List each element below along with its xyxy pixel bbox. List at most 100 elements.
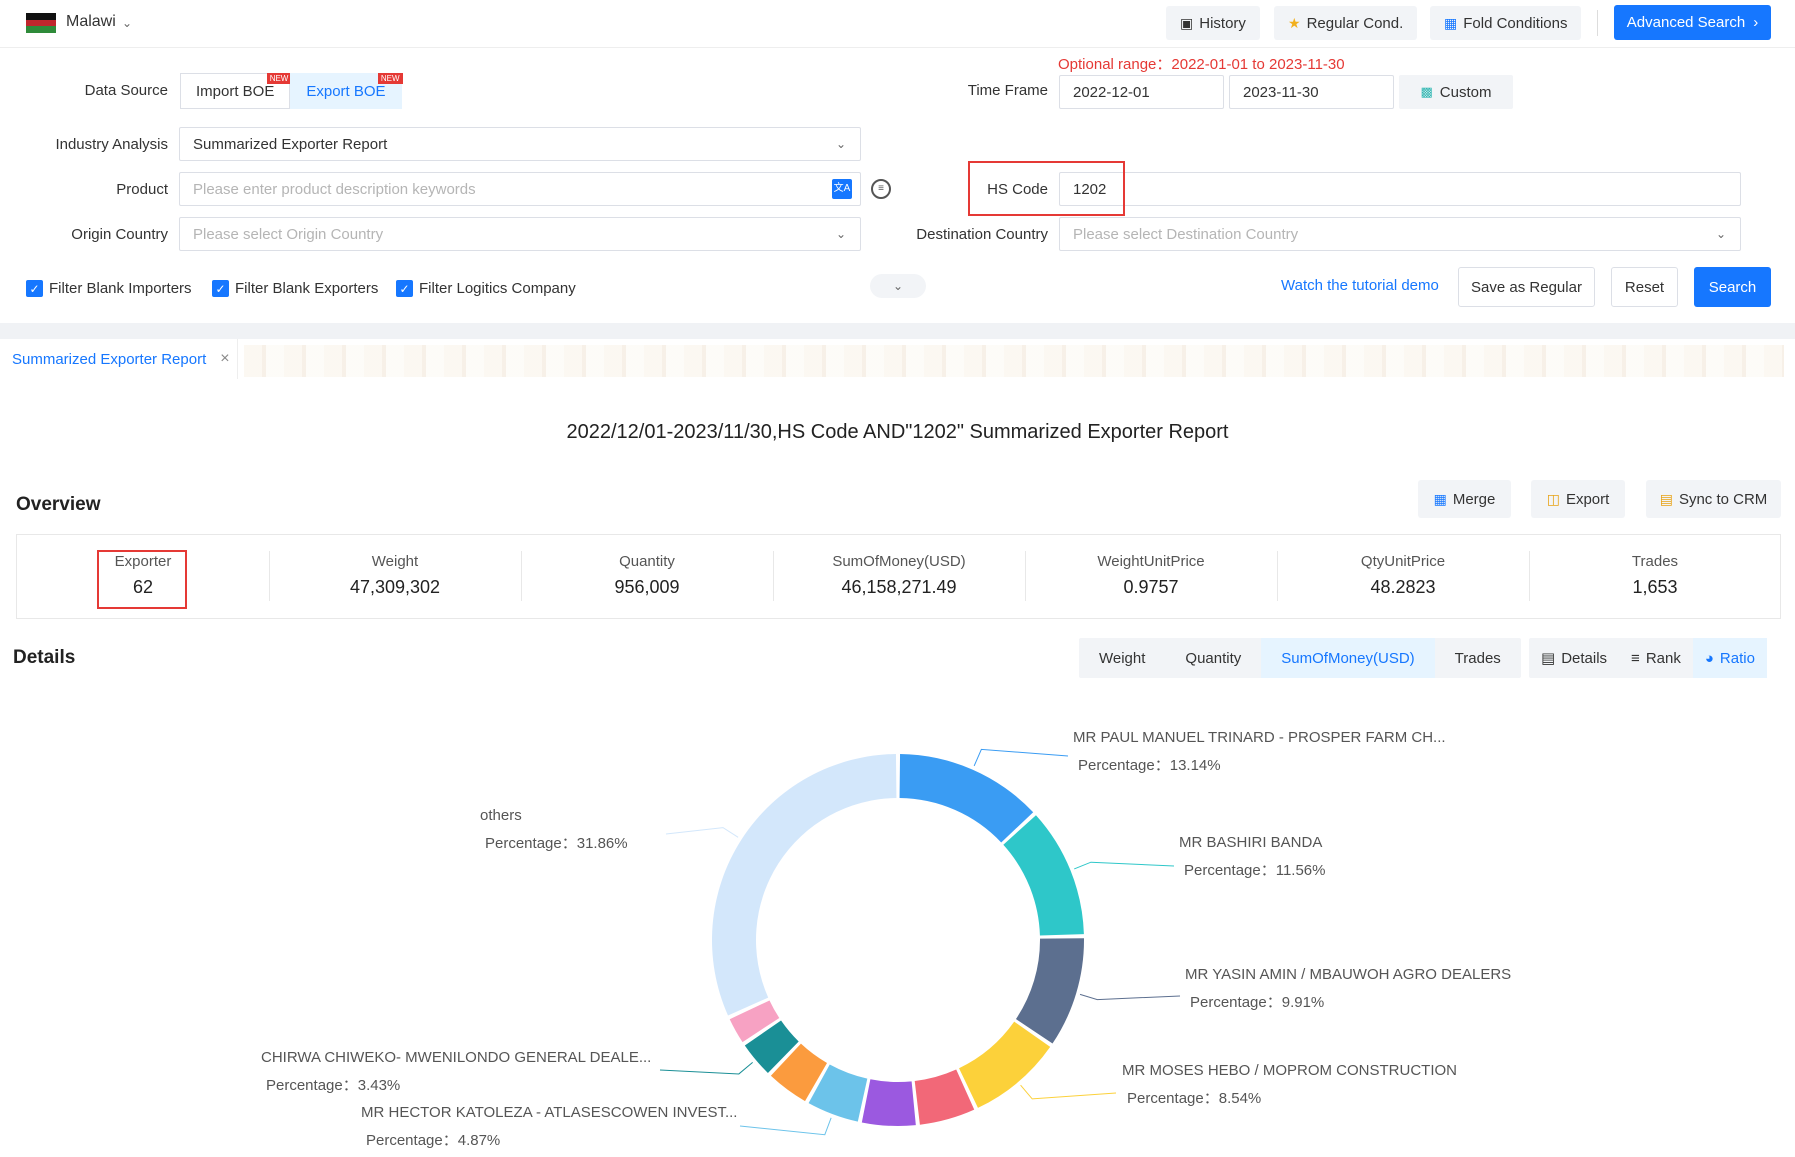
divider	[1025, 551, 1026, 601]
advanced-search-button[interactable]: Advanced Search ›	[1614, 5, 1771, 40]
import-boe-option[interactable]: Import BOE NEW	[180, 73, 292, 109]
filter-exporters-checkbox[interactable]: ✓ Filter Blank Exporters	[212, 280, 378, 297]
date-from-input[interactable]: 2022-12-01	[1059, 75, 1224, 109]
malawi-flag-icon[interactable]	[26, 13, 56, 33]
merge-button[interactable]: ▦ Merge	[1418, 480, 1511, 518]
label-leader-line	[659, 1061, 753, 1075]
stat-weight: Weight 47,309,302	[349, 553, 441, 597]
donut-slice[interactable]	[899, 754, 1034, 843]
section-separator	[0, 323, 1795, 339]
custom-icon: ▩	[1420, 84, 1433, 99]
slice-percentage: Percentage：31.86%	[485, 835, 628, 852]
chevron-down-icon: ⌄	[1715, 227, 1726, 241]
donut-slice[interactable]	[861, 1079, 916, 1126]
date-to-input[interactable]: 2023-11-30	[1229, 75, 1394, 109]
expand-toggle[interactable]: ⌄	[870, 274, 926, 298]
tab-strip-background	[244, 345, 1784, 377]
regular-cond-button[interactable]: ★ Regular Cond.	[1274, 6, 1418, 40]
slice-percentage: Percentage：4.87%	[366, 1132, 500, 1149]
tab-summarized-exporter-report[interactable]: Summarized Exporter Report ×	[0, 339, 238, 379]
highlight-box	[968, 161, 1125, 216]
hs-code-input[interactable]: 1202	[1059, 172, 1741, 206]
folder-icon: ▤	[1659, 490, 1673, 507]
origin-country-label: Origin Country	[71, 226, 168, 243]
chevron-down-icon: ⌄	[835, 137, 846, 151]
tab-details[interactable]: ▤ Details	[1541, 649, 1608, 668]
custom-button[interactable]: ▩ Custom	[1399, 75, 1513, 109]
product-input[interactable]: Please enter product description keyword…	[179, 172, 861, 206]
donut-slice[interactable]	[744, 1020, 799, 1073]
industry-analysis-label: Industry Analysis	[55, 136, 168, 153]
sync-crm-button[interactable]: ▤ Sync to CRM	[1646, 480, 1781, 518]
history-icon: ▣	[1180, 14, 1194, 31]
filter-keyword-icon[interactable]: ≡	[871, 179, 891, 199]
save-regular-button[interactable]: Save as Regular	[1458, 267, 1595, 307]
filter-importers-checkbox[interactable]: ✓ Filter Blank Importers	[26, 280, 192, 297]
slice-label: MR HECTOR KATOLEZA - ATLASESCOWEN INVEST…	[361, 1104, 737, 1121]
stat-trades: Trades 1,653	[1631, 553, 1679, 597]
tab-quantity[interactable]: Quantity	[1185, 649, 1242, 667]
donut-slice[interactable]	[729, 1000, 780, 1043]
divider	[1277, 551, 1278, 601]
hs-code-label: HS Code	[987, 181, 1048, 198]
donut-slice[interactable]	[1015, 938, 1084, 1044]
metric-tabs: Weight Quantity SumOfMoney(USD) Trades	[1079, 638, 1521, 678]
donut-slice[interactable]	[712, 754, 897, 1016]
close-icon[interactable]: ×	[220, 350, 230, 367]
tab-ratio[interactable]: ◕ Ratio	[1692, 638, 1767, 678]
tab-rank[interactable]: ≡ Rank	[1631, 649, 1681, 667]
data-source-label: Data Source	[84, 82, 168, 99]
slice-percentage: Percentage：3.43%	[266, 1077, 400, 1094]
stat-quantity: Quantity 956,009	[614, 553, 680, 597]
tab-trades[interactable]: Trades	[1454, 649, 1501, 667]
rank-icon: ≡	[1631, 649, 1640, 667]
label-leader-line	[739, 1117, 832, 1136]
top-bar: Malawi ⌄ ▣ History ★ Regular Cond. ▦ Fol…	[0, 0, 1795, 48]
divider	[521, 551, 522, 601]
export-button[interactable]: ◫ Export	[1531, 480, 1625, 518]
search-button[interactable]: Search	[1694, 267, 1771, 307]
table-icon: ▤	[1541, 650, 1556, 667]
export-boe-option[interactable]: Export BOE NEW	[290, 73, 403, 109]
fold-conditions-button[interactable]: ▦ Fold Conditions	[1430, 6, 1582, 40]
divider	[773, 551, 774, 601]
divider	[269, 551, 270, 601]
slice-label: MR YASIN AMIN / MBAUWOH AGRO DEALERS	[1185, 966, 1511, 983]
optional-range-note: Optional range：2022-01-01 to 2023-11-30	[1058, 56, 1345, 73]
origin-country-select[interactable]: Please select Origin Country ⌄	[179, 217, 861, 251]
tutorial-link[interactable]: Watch the tutorial demo	[1281, 277, 1439, 294]
destination-country-select[interactable]: Please select Destination Country ⌄	[1059, 217, 1741, 251]
slice-label: others	[480, 807, 522, 824]
donut-slice[interactable]	[1003, 815, 1084, 936]
history-button[interactable]: ▣ History	[1166, 6, 1260, 40]
star-icon: ★	[1288, 14, 1301, 31]
chevron-down-icon: ⌄	[892, 279, 904, 293]
donut-slice[interactable]	[959, 1021, 1051, 1108]
highlight-box	[97, 550, 187, 609]
donut-slice[interactable]	[808, 1064, 868, 1122]
country-selector[interactable]: Malawi	[66, 13, 116, 30]
product-label: Product	[116, 181, 168, 198]
fold-icon: ▦	[1444, 14, 1458, 31]
destination-country-label: Destination Country	[916, 226, 1048, 243]
check-icon: ✓	[396, 280, 413, 297]
translate-icon[interactable]: 文A	[832, 179, 852, 199]
label-leader-line	[1074, 861, 1175, 870]
slice-percentage: Percentage：8.54%	[1127, 1090, 1261, 1107]
time-frame-label: Time Frame	[967, 82, 1048, 99]
reset-button[interactable]: Reset	[1611, 267, 1678, 307]
chevron-down-icon[interactable]: ⌄	[122, 16, 133, 30]
tab-weight[interactable]: Weight	[1099, 649, 1146, 667]
slice-label: CHIRWA CHIWEKO- MWENILONDO GENERAL DEALE…	[261, 1049, 651, 1066]
donut-slice[interactable]	[770, 1043, 828, 1102]
chevron-down-icon: ⌄	[835, 227, 846, 241]
stat-qty-unit-price: QtyUnitPrice 48.2823	[1360, 553, 1446, 597]
filter-logistics-checkbox[interactable]: ✓ Filter Logitics Company	[396, 280, 576, 297]
slice-percentage: Percentage：9.91%	[1190, 994, 1324, 1011]
check-icon: ✓	[212, 280, 229, 297]
stat-weight-unit-price: WeightUnitPrice 0.9757	[1097, 553, 1205, 597]
tab-sum-of-money[interactable]: SumOfMoney(USD)	[1261, 638, 1435, 678]
industry-analysis-select[interactable]: Summarized Exporter Report ⌄	[179, 127, 861, 161]
donut-slice[interactable]	[914, 1069, 975, 1125]
data-source-toggle: Import BOE NEW Export BOE NEW	[180, 73, 403, 109]
